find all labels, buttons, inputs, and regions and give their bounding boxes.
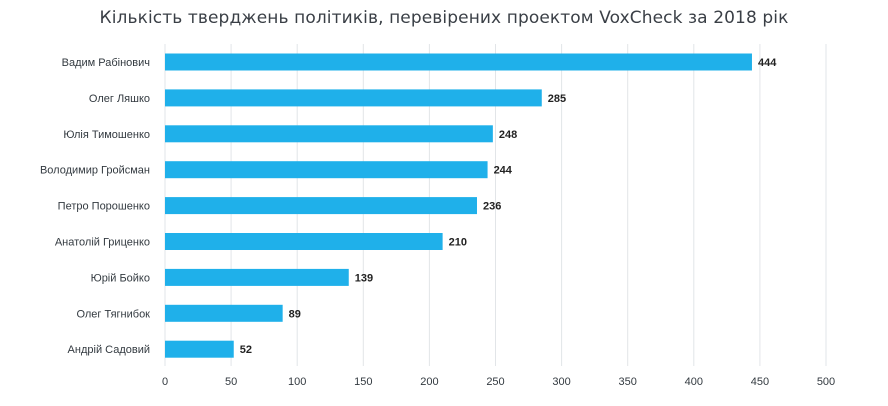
category-label: Анатолій Гриценко <box>55 237 150 249</box>
value-label: 89 <box>289 308 301 320</box>
category-label: Олег Тягнибок <box>76 308 150 320</box>
x-tick-label: 150 <box>354 376 372 388</box>
value-label: 244 <box>494 165 513 177</box>
bar <box>165 125 493 143</box>
bar <box>165 340 234 358</box>
value-label: 444 <box>758 57 777 69</box>
category-label: Олег Ляшко <box>89 93 150 105</box>
category-label: Вадим Рабінович <box>62 57 150 69</box>
category-label: Андрій Садовий <box>68 344 150 356</box>
bar <box>165 197 477 215</box>
x-tick-label: 500 <box>817 376 835 388</box>
x-tick-label: 400 <box>685 376 703 388</box>
value-label: 139 <box>355 272 373 284</box>
bar <box>165 53 752 71</box>
bar <box>165 233 443 250</box>
x-tick-label: 300 <box>552 376 570 388</box>
bar <box>165 304 283 322</box>
bar <box>165 268 349 286</box>
x-tick-label: 0 <box>162 376 168 388</box>
x-tick-label: 200 <box>420 376 438 388</box>
x-tick-label: 50 <box>225 376 237 388</box>
bar <box>165 89 542 107</box>
category-label: Юрій Бойко <box>91 272 150 284</box>
x-tick-label: 250 <box>486 376 504 388</box>
x-tick-label: 100 <box>288 376 306 388</box>
value-label: 285 <box>548 93 566 105</box>
chart-title: Кількість тверджень політиків, перевірен… <box>99 8 789 28</box>
value-label: 52 <box>240 344 252 356</box>
category-label: Петро Порошенко <box>58 201 150 213</box>
x-tick-label: 450 <box>751 376 769 388</box>
value-label: 236 <box>483 201 501 213</box>
category-label: Юлія Тимошенко <box>63 129 150 141</box>
x-tick-label: 350 <box>619 376 637 388</box>
value-label: 248 <box>499 129 517 141</box>
category-label: Володимир Гройсман <box>40 165 150 177</box>
bar <box>165 161 488 179</box>
value-label: 210 <box>449 237 467 249</box>
